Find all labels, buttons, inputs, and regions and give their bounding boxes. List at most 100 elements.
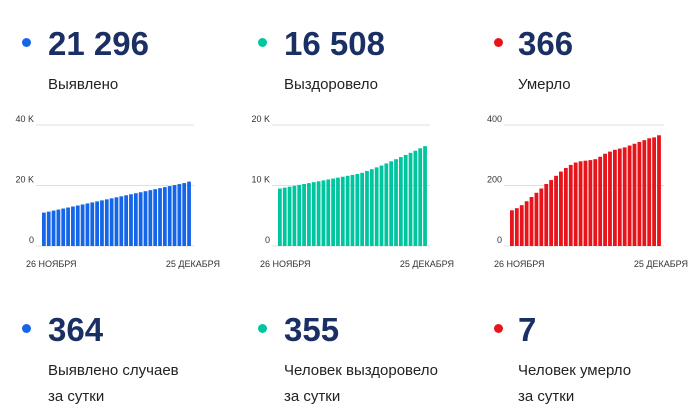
bar	[90, 202, 95, 246]
bar	[148, 190, 153, 246]
y-tick-label: 0	[29, 235, 34, 245]
bar	[292, 185, 297, 246]
recovered-daily-label-line1: Человек выздоровело	[284, 362, 438, 379]
y-tick-label: 400	[487, 115, 502, 124]
bar	[187, 181, 191, 246]
y-tick-label: 10 K	[251, 175, 270, 185]
bar	[331, 178, 335, 246]
bar	[172, 185, 177, 246]
bar	[114, 197, 119, 246]
bar	[365, 170, 369, 246]
bullet-dot-icon	[494, 324, 503, 333]
bar	[302, 183, 306, 246]
bar	[524, 201, 529, 246]
bar	[647, 138, 652, 246]
y-tick-label: 20 K	[15, 175, 34, 185]
bar	[529, 197, 534, 246]
bar	[652, 137, 657, 246]
bar	[632, 143, 637, 246]
bar	[109, 198, 114, 246]
bar	[413, 150, 418, 246]
y-tick-label: 200	[487, 175, 502, 185]
bar	[182, 183, 187, 246]
bullet-dot-icon	[258, 38, 267, 47]
died-daily-label-line1: Человек умерло	[518, 362, 632, 379]
bar	[539, 188, 544, 246]
bar	[66, 207, 70, 246]
bar	[384, 163, 389, 246]
bar	[42, 212, 46, 246]
bar	[51, 210, 56, 246]
bar	[627, 145, 632, 246]
died-total-value: 366	[518, 25, 574, 62]
y-tick-label: 0	[497, 235, 502, 245]
y-tick-label: 40 K	[15, 115, 34, 124]
x-start-label: 26 НОЯБРЯ	[260, 259, 311, 269]
bar	[321, 180, 326, 246]
bar	[394, 159, 398, 246]
bar	[379, 165, 384, 246]
bar	[297, 184, 302, 246]
bar	[554, 175, 558, 246]
x-end-label: 25 ДЕКАБРЯ	[400, 259, 454, 269]
y-tick-label: 0	[265, 235, 270, 245]
x-end-label: 25 ДЕКАБРЯ	[166, 259, 220, 269]
bar	[307, 183, 311, 246]
bar	[612, 149, 617, 246]
bar	[153, 189, 158, 246]
bar	[56, 209, 61, 246]
bar	[345, 175, 350, 246]
bar	[162, 187, 167, 246]
x-start-label: 26 НОЯБРЯ	[26, 259, 77, 269]
bar	[559, 171, 563, 246]
bar	[369, 169, 374, 246]
stat-column-died: 366 Умерло 0 200 400 26 НОЯБРЯ 25 ДЕКАБРЯ 7 …	[468, 0, 700, 420]
bar	[133, 193, 138, 246]
bar	[583, 160, 588, 246]
bar	[549, 180, 554, 246]
recovered-daily-label-line2: за сутки	[284, 388, 341, 405]
bar	[389, 161, 394, 246]
y-tick-label: 20 K	[251, 115, 270, 124]
died-daily-value: 7	[518, 311, 537, 348]
bar	[573, 162, 578, 246]
detected-bar-chart: 0 20 K 40 K 26 НОЯБРЯ 25 ДЕКАБРЯ	[15, 115, 220, 269]
x-start-label: 26 НОЯБРЯ	[494, 259, 545, 269]
bar	[608, 151, 612, 246]
bar	[617, 148, 622, 246]
bar	[75, 205, 80, 246]
bar	[423, 146, 427, 246]
recovered-total-value: 16 508	[284, 25, 385, 62]
detected-daily-value: 364	[48, 311, 104, 348]
stat-column-recovered: 16 508 Выздоровело 0 10 K 20 K 26 НОЯБРЯ 25 …	[234, 0, 467, 420]
bar	[588, 160, 593, 246]
bar	[119, 196, 124, 246]
bar	[80, 204, 85, 246]
bar	[177, 184, 182, 246]
died-bar-chart: 0 200 400 26 НОЯБРЯ 25 ДЕКАБРЯ	[487, 115, 688, 269]
bar	[544, 183, 549, 246]
bar	[340, 176, 345, 246]
detected-daily-label-line1: Выявлено случаев	[48, 362, 179, 379]
bar	[311, 182, 316, 246]
died-daily-label-line2: за сутки	[518, 388, 575, 405]
bar	[360, 172, 365, 246]
bar	[603, 153, 607, 246]
bar	[46, 211, 51, 246]
bar	[642, 140, 647, 247]
bar	[519, 205, 524, 246]
bar	[355, 174, 360, 246]
recovered-bar-chart: 0 10 K 20 K 26 НОЯБРЯ 25 ДЕКАБРЯ	[251, 115, 454, 269]
detected-total-value: 21 296	[48, 25, 149, 62]
recovered-total-label: Выздоровело	[284, 76, 379, 93]
bar	[374, 167, 379, 246]
bar	[287, 186, 292, 246]
bar	[657, 135, 661, 246]
detected-total-label: Выявлено	[48, 76, 119, 93]
detected-daily-label-line2: за сутки	[48, 388, 105, 405]
recovered-daily-value: 355	[284, 311, 340, 348]
bar	[514, 208, 519, 246]
bar	[326, 179, 331, 246]
bar	[637, 141, 642, 246]
bar	[403, 154, 408, 246]
